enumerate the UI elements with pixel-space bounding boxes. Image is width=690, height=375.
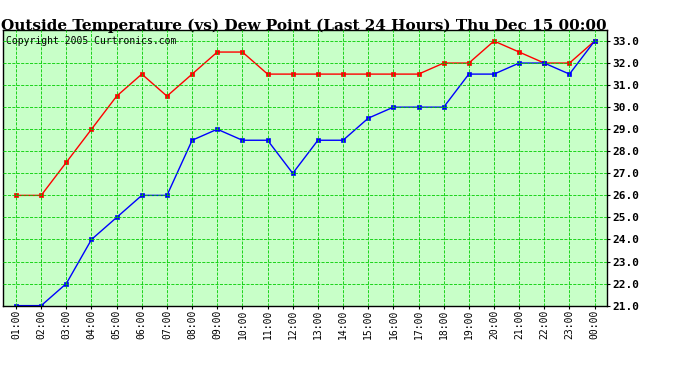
- Text: Outside Temperature (vs) Dew Point (Last 24 Hours) Thu Dec 15 00:00: Outside Temperature (vs) Dew Point (Last…: [1, 19, 607, 33]
- Text: Copyright 2005 Curtronics.com: Copyright 2005 Curtronics.com: [6, 36, 177, 45]
